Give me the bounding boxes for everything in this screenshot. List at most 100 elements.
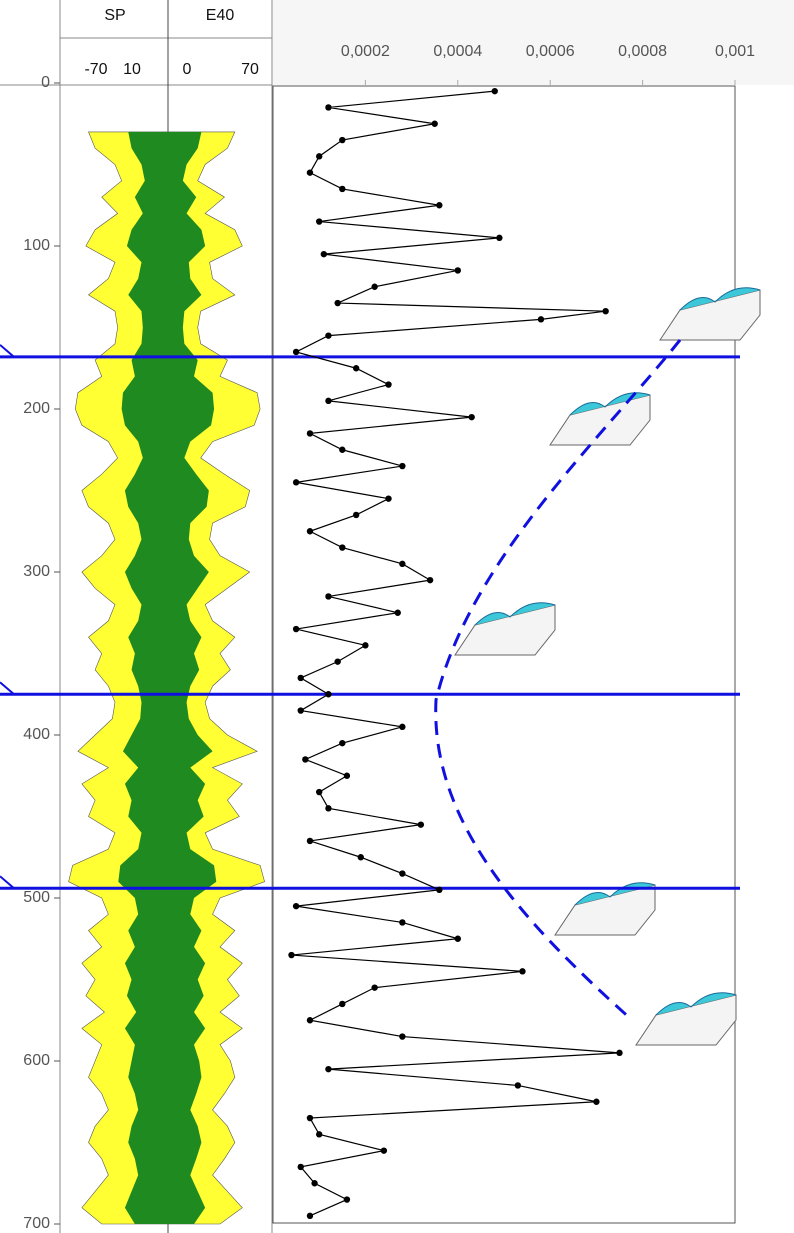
data-point bbox=[399, 1033, 406, 1040]
x-tick-label: 0,001 bbox=[715, 43, 755, 60]
data-point bbox=[325, 593, 332, 600]
data-point bbox=[302, 756, 309, 763]
y-tick-label: 500 bbox=[23, 889, 50, 906]
data-point bbox=[306, 430, 314, 437]
log-core bbox=[118, 131, 168, 1224]
data-point bbox=[385, 381, 392, 388]
boundary-bracket bbox=[0, 344, 15, 358]
plot-frame bbox=[272, 85, 736, 1224]
data-point bbox=[339, 1000, 346, 1008]
block-diagram bbox=[554, 884, 656, 936]
data-point bbox=[316, 153, 323, 160]
block-top bbox=[474, 602, 556, 626]
data-point bbox=[436, 886, 443, 894]
data-point bbox=[306, 528, 314, 535]
data-point bbox=[339, 136, 346, 144]
scale-label: -70 bbox=[84, 61, 107, 78]
y-tick-label: 300 bbox=[23, 563, 50, 580]
y-tick-label: 600 bbox=[23, 1052, 50, 1069]
block-top bbox=[679, 287, 761, 311]
track-title: E40 bbox=[206, 7, 235, 24]
data-point bbox=[316, 218, 323, 225]
data-point bbox=[399, 723, 406, 731]
data-point bbox=[385, 495, 392, 502]
data-point bbox=[343, 1196, 351, 1203]
data-point bbox=[325, 805, 332, 812]
data-point bbox=[399, 919, 406, 926]
data-point bbox=[616, 1049, 623, 1057]
data-point bbox=[325, 691, 332, 698]
data-point bbox=[297, 707, 304, 714]
y-tick-label: 100 bbox=[23, 237, 50, 254]
block-diagram bbox=[549, 394, 651, 446]
trend-curve bbox=[434, 339, 682, 1022]
track-title: SP bbox=[104, 7, 125, 24]
data-point bbox=[454, 267, 461, 274]
data-point bbox=[292, 625, 300, 633]
data-point bbox=[394, 609, 401, 616]
data-point bbox=[292, 479, 300, 486]
scale-label: 10 bbox=[123, 61, 141, 78]
facies-icons bbox=[454, 287, 761, 1046]
data-point bbox=[306, 837, 314, 845]
y-tick-label: 200 bbox=[23, 400, 50, 417]
axis-band bbox=[273, 0, 794, 85]
data-point bbox=[399, 462, 406, 470]
boundary-bracket bbox=[0, 875, 15, 889]
data-point bbox=[306, 1212, 314, 1220]
data-point bbox=[339, 544, 346, 551]
data-point bbox=[334, 658, 341, 665]
data-point bbox=[297, 1163, 304, 1171]
data-point bbox=[325, 332, 332, 339]
x-tick-label: 0,0004 bbox=[433, 43, 482, 60]
data-point bbox=[325, 397, 332, 405]
boundary-bracket bbox=[0, 681, 15, 696]
data-point bbox=[431, 120, 438, 127]
data-point bbox=[496, 234, 503, 242]
data-point bbox=[380, 1147, 388, 1154]
data-point bbox=[519, 968, 526, 975]
scale-label: 0 bbox=[183, 61, 192, 78]
data-point bbox=[417, 821, 425, 828]
x-tick-label: 0,0002 bbox=[341, 43, 390, 60]
data-point bbox=[514, 1082, 522, 1089]
data-point bbox=[352, 365, 360, 372]
scale-label: 70 bbox=[241, 61, 259, 78]
y-tick-label: 0 bbox=[41, 74, 50, 91]
data-point bbox=[593, 1098, 600, 1105]
data-point bbox=[288, 951, 295, 959]
data-point bbox=[339, 739, 346, 747]
data-point bbox=[371, 984, 378, 991]
data-point bbox=[292, 348, 300, 356]
data-point bbox=[316, 1131, 323, 1138]
y-tick-label: 700 bbox=[23, 1215, 50, 1232]
data-point bbox=[320, 250, 328, 258]
data-point bbox=[297, 674, 304, 682]
data-point bbox=[602, 308, 609, 315]
data-point bbox=[491, 87, 498, 95]
x-tick-label: 0,0008 bbox=[618, 43, 667, 60]
data-point bbox=[426, 576, 434, 584]
data-point bbox=[311, 1180, 318, 1187]
data-point bbox=[454, 935, 461, 942]
data-point bbox=[316, 788, 323, 796]
data-point bbox=[399, 870, 406, 877]
data-point bbox=[306, 1114, 314, 1122]
data-point bbox=[436, 202, 443, 209]
block-top bbox=[655, 992, 737, 1016]
data-point bbox=[325, 104, 332, 111]
data-point bbox=[362, 642, 369, 649]
data-point bbox=[357, 854, 364, 861]
log-core bbox=[168, 131, 217, 1224]
data-point bbox=[537, 316, 545, 323]
data-point bbox=[292, 902, 300, 910]
data-point bbox=[343, 772, 351, 779]
y-tick-label: 400 bbox=[23, 726, 50, 743]
block-diagram bbox=[635, 994, 737, 1046]
data-point bbox=[306, 169, 314, 176]
data-point bbox=[371, 283, 378, 290]
data-point bbox=[339, 446, 346, 453]
block-diagram bbox=[454, 604, 556, 656]
